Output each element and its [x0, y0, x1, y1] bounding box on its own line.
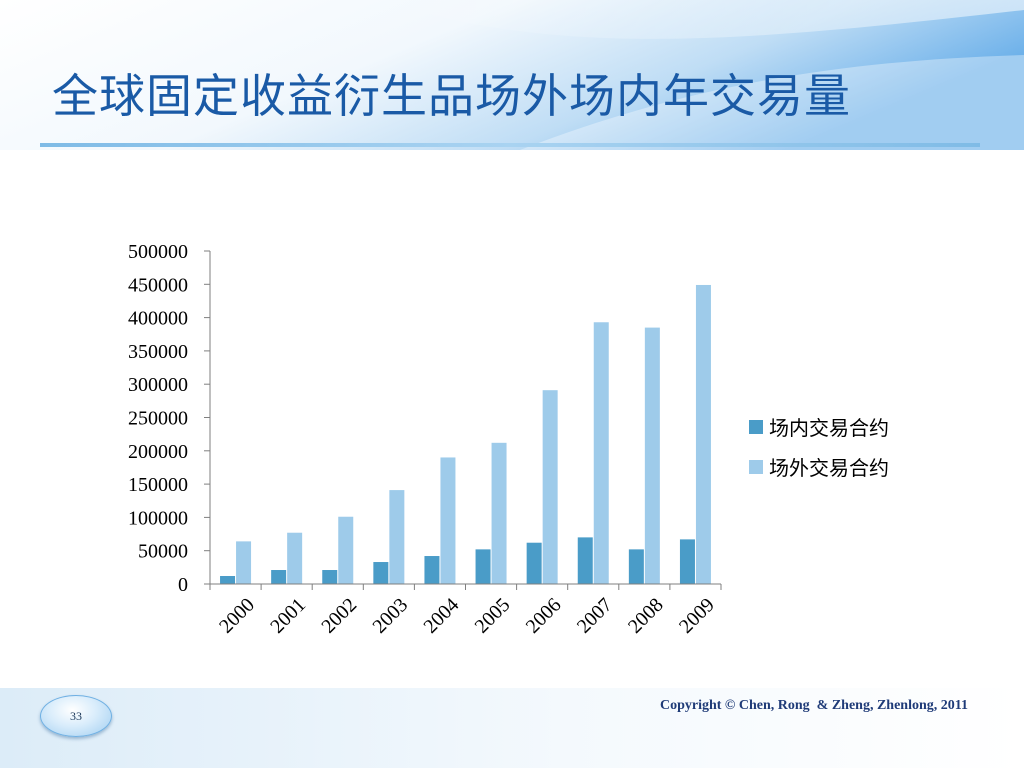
bar-otc-2004 — [440, 457, 456, 584]
y-tick-label: 450000 — [128, 274, 188, 296]
x-tick-label: 2002 — [317, 594, 361, 638]
bar-otc-2008 — [644, 327, 660, 584]
y-tick-label: 50000 — [138, 541, 188, 563]
title-rule — [40, 143, 980, 147]
bar-otc-2006 — [542, 390, 558, 584]
y-tick-label: 200000 — [128, 441, 188, 463]
y-tick-label: 150000 — [128, 474, 188, 496]
bar-otc-2007 — [593, 322, 609, 584]
x-tick-label: 2000 — [215, 594, 259, 638]
legend-swatch-exchange — [749, 420, 763, 434]
bar-otc-2000 — [236, 541, 252, 584]
bar-exchange-2008 — [628, 549, 644, 584]
legend-label-otc: 场外交易合约 — [769, 456, 889, 480]
x-tick-label: 2006 — [522, 594, 566, 638]
footer-band — [0, 688, 1024, 768]
x-axis-ticks: 2000 2001 2002 2003 2004 2005 2006 2007 2008 2009 — [209, 584, 722, 638]
y-tick-label: 250000 — [128, 408, 188, 430]
y-tick-label: 0 — [178, 574, 188, 596]
y-tick-label: 400000 — [128, 308, 188, 330]
bar-otc-2009 — [695, 284, 711, 584]
x-tick-label: 2003 — [368, 594, 412, 638]
top-banner — [0, 0, 1024, 150]
bar-otc-2003 — [389, 490, 405, 584]
bar-exchange-2002 — [322, 570, 338, 584]
x-tick-label: 2009 — [675, 594, 719, 638]
y-tick-label: 500000 — [128, 241, 188, 263]
x-tick-label: 2005 — [471, 594, 515, 638]
bars — [220, 284, 711, 584]
page-number-badge: 33 — [40, 695, 112, 737]
y-tick-label: 100000 — [128, 507, 188, 529]
legend-swatch-otc — [749, 460, 763, 474]
bar-exchange-2001 — [271, 570, 287, 584]
bar-otc-2001 — [287, 532, 303, 584]
x-tick-label: 2007 — [573, 594, 617, 638]
bar-exchange-2000 — [220, 576, 236, 584]
bar-otc-2005 — [491, 442, 507, 584]
legend-label-exchange: 场内交易合约 — [769, 416, 889, 440]
bar-exchange-2006 — [526, 542, 542, 584]
x-tick-label: 2008 — [624, 594, 668, 638]
bar-exchange-2005 — [475, 549, 491, 584]
bar-exchange-2009 — [679, 539, 695, 584]
bar-exchange-2004 — [424, 556, 440, 584]
y-tick-label: 300000 — [128, 374, 188, 396]
y-tick-label: 350000 — [128, 341, 188, 363]
bar-otc-2002 — [338, 516, 354, 584]
copyright-text: Copyright © Chen, Rong & Zheng, Zhenlong… — [659, 698, 968, 713]
bar-exchange-2003 — [373, 562, 389, 584]
x-tick-label: 2004 — [420, 594, 464, 638]
bar-exchange-2007 — [577, 537, 593, 584]
x-tick-label: 2001 — [266, 594, 310, 638]
y-axis-ticks: 0 50000 100000 150000 200000 250000 300000 3500… — [128, 241, 210, 596]
slide-title: 全球固定收益衍生品场外场内年交易量 — [52, 69, 851, 123]
